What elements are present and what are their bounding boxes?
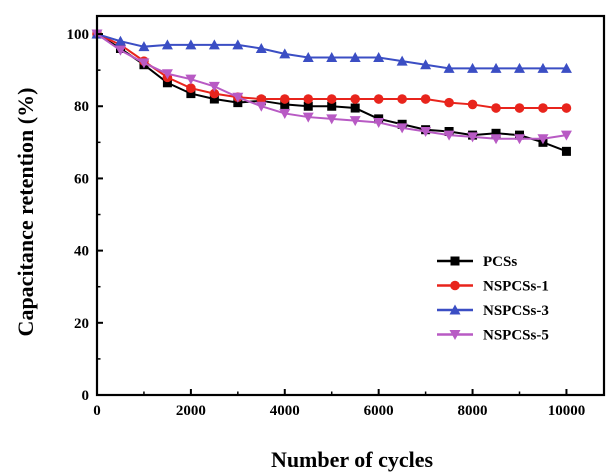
data-point-1-12 — [373, 94, 384, 104]
data-point-2-11 — [349, 52, 361, 63]
data-point-2-13 — [396, 55, 408, 66]
data-point-0-3 — [162, 78, 172, 88]
y-tick-label-2: 40 — [74, 244, 89, 260]
data-point-1-13 — [397, 94, 407, 104]
plot-frame — [95, 14, 606, 397]
data-point-2-2 — [138, 41, 150, 52]
data-point-3-2 — [138, 58, 150, 69]
legend-item-1: NSPCSs-1 — [437, 279, 549, 295]
data-point-3-17 — [490, 134, 502, 145]
data-point-3-7 — [255, 101, 267, 112]
data-point-2-4 — [185, 39, 197, 50]
legend-label-1: NSPCSs-1 — [483, 279, 549, 295]
legend-label-3: NSPCSs-5 — [483, 328, 549, 344]
data-point-0-20 — [561, 146, 571, 156]
data-point-3-18 — [514, 134, 525, 145]
data-point-3-5 — [208, 81, 220, 92]
data-point-0-11 — [350, 103, 360, 113]
x-tick-label-1: 2000 — [176, 403, 206, 419]
data-point-2-3 — [161, 39, 173, 50]
legend-marker-1 — [450, 280, 460, 291]
data-point-0-9 — [303, 101, 313, 111]
data-point-2-15 — [443, 62, 455, 73]
x-tick-label-2: 4000 — [270, 403, 300, 419]
data-point-2-19 — [537, 62, 549, 73]
data-point-1-14 — [420, 94, 431, 104]
x-tick-label-3: 6000 — [364, 403, 394, 419]
data-point-2-9 — [302, 52, 314, 63]
data-point-3-9 — [302, 112, 314, 123]
data-point-3-6 — [232, 92, 244, 103]
data-point-2-5 — [208, 39, 220, 50]
plot-area — [91, 28, 572, 156]
data-point-3-4 — [185, 74, 197, 85]
x-axis-title: Number of cycles — [271, 447, 434, 472]
data-point-0-8 — [280, 99, 290, 109]
series-2 — [91, 28, 572, 73]
legend: PCSs NSPCSs-1 NSPCSs-3 NSPCSs-5 — [437, 254, 549, 344]
data-point-2-17 — [490, 62, 502, 73]
data-point-2-20 — [560, 62, 572, 73]
data-point-3-8 — [279, 108, 291, 119]
data-point-2-7 — [255, 42, 267, 53]
data-point-2-16 — [467, 62, 479, 73]
y-tick-label-3: 60 — [74, 171, 89, 187]
data-point-3-19 — [537, 134, 549, 145]
data-point-2-6 — [232, 39, 244, 50]
data-point-1-19 — [538, 103, 548, 113]
data-point-3-16 — [467, 132, 479, 143]
data-point-0-4 — [186, 89, 196, 99]
legend-marker-0 — [450, 256, 460, 266]
y-tick-label-4: 80 — [74, 99, 89, 115]
legend-marker-2 — [449, 304, 461, 315]
data-point-2-14 — [420, 59, 432, 70]
legend-label-2: NSPCSs-3 — [483, 303, 549, 319]
y-axis-title: Capacitance retention (%) — [13, 88, 38, 337]
data-point-0-17 — [491, 128, 501, 138]
data-point-2-8 — [279, 48, 291, 59]
x-tick-label-5: 10000 — [548, 403, 586, 419]
data-point-1-17 — [491, 103, 501, 113]
legend-marker-3 — [449, 330, 461, 340]
data-point-1-9 — [303, 94, 314, 104]
y-tick-label-0: 0 — [82, 388, 90, 404]
data-point-1-4 — [186, 83, 196, 93]
data-point-1-11 — [350, 94, 360, 104]
legend-item-2: NSPCSs-3 — [437, 303, 549, 319]
data-point-1-7 — [256, 94, 267, 104]
legend-item-0: PCSs — [437, 254, 517, 270]
data-point-3-13 — [396, 123, 408, 134]
data-point-1-15 — [444, 97, 454, 108]
data-point-2-12 — [373, 52, 385, 63]
data-point-3-15 — [443, 130, 455, 141]
data-point-2-1 — [114, 35, 126, 46]
data-point-3-10 — [326, 114, 338, 125]
data-point-1-10 — [326, 94, 337, 104]
data-point-3-20 — [560, 130, 572, 141]
data-point-1-8 — [279, 94, 290, 104]
data-point-0-5 — [209, 94, 219, 104]
data-point-1-5 — [209, 88, 220, 99]
data-point-3-12 — [373, 117, 385, 128]
data-point-2-10 — [326, 52, 338, 63]
data-point-2-18 — [514, 62, 525, 73]
legend-item-3: NSPCSs-5 — [437, 328, 549, 344]
x-tick-label-4: 8000 — [458, 403, 488, 419]
y-tick-label-5: 100 — [67, 27, 90, 43]
data-point-1-18 — [514, 103, 525, 113]
series-3 — [91, 29, 572, 145]
legend-label-0: PCSs — [483, 254, 517, 270]
data-point-3-14 — [420, 127, 432, 138]
data-point-1-20 — [561, 103, 572, 113]
data-point-3-11 — [349, 116, 361, 127]
data-point-0-10 — [327, 101, 337, 111]
x-tick-label-0: 0 — [93, 403, 101, 419]
y-tick-label-1: 20 — [74, 316, 89, 332]
axes: 0 2000 4000 6000 8000 10000 0 20 40 60 80 100 — [67, 14, 606, 419]
data-point-3-1 — [114, 45, 126, 56]
data-point-1-16 — [467, 99, 478, 110]
data-point-3-3 — [161, 69, 173, 80]
